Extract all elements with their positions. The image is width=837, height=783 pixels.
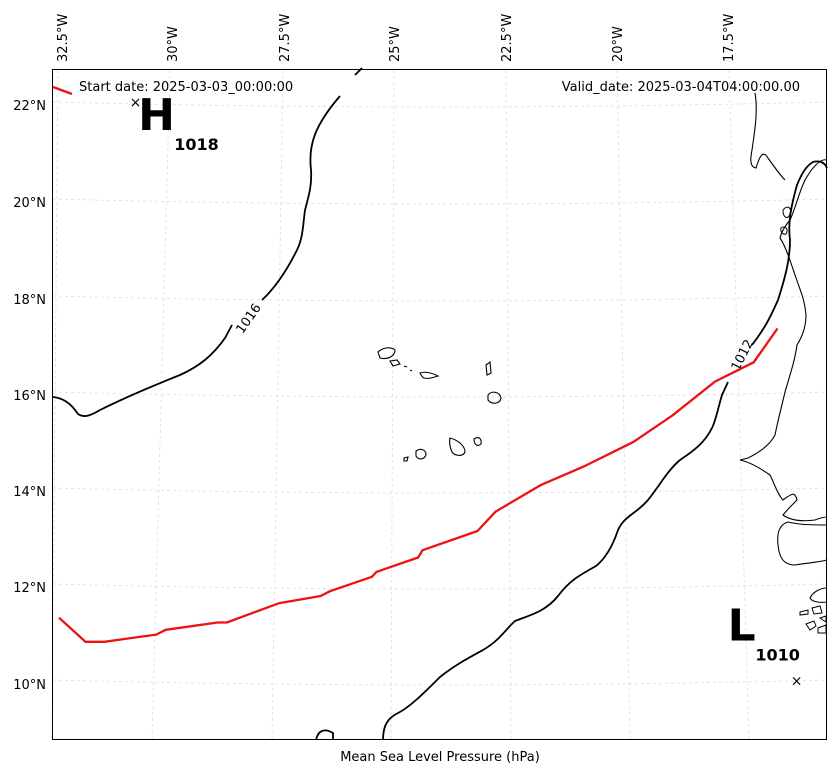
lat-label: 10°N	[13, 678, 46, 693]
low-pressure-value: 1010	[755, 645, 800, 664]
lon-label: 25°W	[388, 26, 403, 62]
lat-label: 16°N	[13, 389, 46, 404]
isobar-1016-line	[52, 67, 363, 417]
africa-coastline	[739, 92, 828, 603]
high-pressure-symbol: H	[138, 90, 175, 141]
low-center-marker: ×	[791, 673, 803, 689]
lon-label: 20°W	[611, 26, 626, 62]
lat-label: 18°N	[13, 293, 46, 308]
legend-start-date: Start date: 2025-03-03_00:00:00	[79, 80, 293, 95]
lat-label: 14°N	[13, 485, 46, 500]
high-center-marker: ×	[130, 95, 142, 111]
map-caption: Mean Sea Level Pressure (hPa)	[340, 750, 540, 765]
lon-label: 17.5°W	[722, 14, 737, 62]
legend-track-swatch	[52, 85, 73, 96]
cape-verde-islands	[377, 347, 502, 462]
high-pressure-value: 1018	[174, 135, 219, 154]
lat-label: 20°N	[13, 196, 46, 211]
coastal-islands	[780, 206, 827, 634]
lat-label: 22°N	[13, 99, 46, 114]
lon-label: 30°W	[166, 26, 181, 62]
longitude-labels: 32.5°W 30°W 27.5°W 25°W 22.5°W 20°W 17.5…	[56, 14, 737, 62]
lon-label: 22.5°W	[500, 14, 515, 62]
isobar-1012-line	[382, 160, 828, 741]
lat-label: 12°N	[13, 581, 46, 596]
lon-label: 32.5°W	[56, 14, 71, 62]
isobar-1016-label: 1016	[233, 301, 264, 337]
latitude-labels: 22°N 20°N 18°N 16°N 14°N 12°N 10°N	[13, 99, 46, 693]
low-pressure-symbol: L	[728, 600, 756, 651]
legend-valid-date: Valid_date: 2025-03-04T04:00:00.00	[562, 80, 800, 95]
lon-label: 27.5°W	[278, 14, 293, 62]
map-frame	[52, 69, 827, 740]
map-gridlines	[51, 69, 828, 741]
isobar-1016-south-line	[315, 729, 334, 741]
storm-track-line	[58, 327, 779, 643]
